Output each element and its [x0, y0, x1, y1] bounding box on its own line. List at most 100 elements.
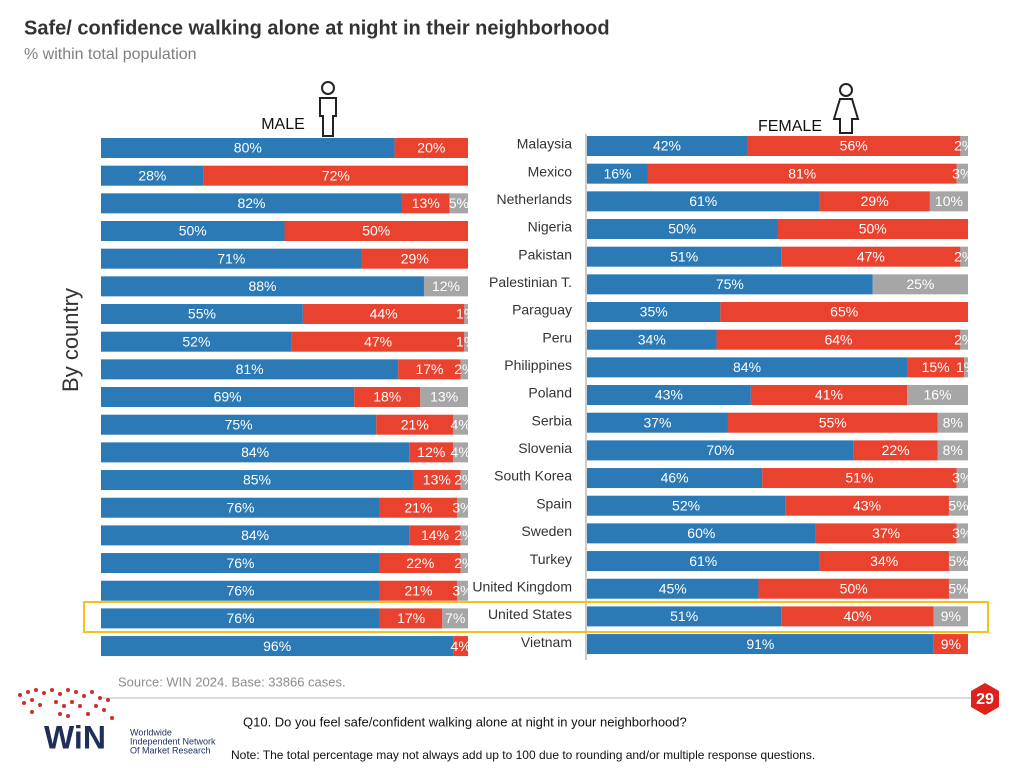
value-label: 82%: [237, 195, 265, 211]
value-label: 40%: [843, 608, 871, 624]
category-label: United Kingdom: [472, 578, 572, 594]
category-label: Paraguay: [512, 302, 572, 318]
category-label: Spain: [536, 495, 572, 511]
bar-segment: [956, 523, 968, 544]
value-label: 15%: [922, 359, 950, 375]
value-label: 16%: [924, 387, 952, 403]
value-label: 69%: [214, 389, 242, 405]
bar-segment: [587, 578, 759, 599]
bar-segment: [587, 385, 751, 406]
chart: 80% 20% 28% 72% 82% 13% 5% 50% 50% 71% 29% 88% 12% 55…: [101, 138, 476, 657]
bar-segment: [379, 580, 457, 601]
bar-segment: [647, 163, 957, 184]
value-label: 2%: [454, 472, 474, 488]
bar-segment: [819, 551, 949, 572]
bar-segment: [379, 553, 461, 574]
bar-segment: [948, 578, 968, 599]
bar-segment: [587, 412, 728, 433]
value-label: 84%: [733, 359, 761, 375]
bar-segment: [587, 468, 763, 489]
category-label: Sweden: [521, 523, 572, 539]
value-label: 4%: [451, 416, 471, 432]
bar-segment: [420, 387, 468, 408]
value-label: 81%: [236, 361, 264, 377]
value-label: 1%: [456, 306, 476, 322]
logo-mark: WiN: [44, 719, 106, 755]
category-label: Serbia: [532, 412, 573, 428]
bar-segment: [101, 525, 410, 546]
bar-segment: [964, 357, 968, 378]
value-label: 34%: [638, 331, 666, 347]
bar-segment: [101, 193, 402, 214]
logo-text: Independent Network: [130, 736, 216, 746]
value-label: 47%: [364, 333, 392, 349]
value-label: 84%: [241, 527, 269, 543]
value-label: 60%: [687, 525, 715, 541]
value-label: 51%: [670, 248, 698, 264]
bar-segment: [587, 329, 717, 350]
value-label: 22%: [882, 442, 910, 458]
value-label: 50%: [179, 223, 207, 239]
value-label: 61%: [689, 553, 717, 569]
value-label: 25%: [906, 276, 934, 292]
bar-segment: [101, 359, 399, 380]
value-label: 76%: [226, 610, 254, 626]
bar-segment: [284, 221, 468, 242]
bar-segment: [460, 470, 468, 491]
bar-segment: [453, 442, 468, 463]
bar-segment: [956, 468, 968, 489]
bar-segment: [464, 304, 468, 325]
value-label: 51%: [845, 470, 873, 486]
bar-segment: [937, 412, 968, 433]
value-label: 17%: [415, 361, 443, 377]
value-label: 2%: [954, 138, 974, 154]
value-label: 8%: [943, 414, 963, 430]
value-label: 8%: [943, 442, 963, 458]
bar-segment: [101, 470, 413, 491]
value-label: 76%: [226, 582, 254, 598]
value-label: 80%: [234, 140, 262, 156]
bar-segment: [587, 634, 934, 655]
bar-segment: [777, 219, 968, 240]
bar-segment: [587, 219, 778, 240]
bar-segment: [101, 580, 380, 601]
value-label: 1%: [956, 359, 976, 375]
logo: WiN Worldwide Independent Network Of Mar…: [18, 688, 216, 755]
value-label: 3%: [452, 582, 472, 598]
bar-segment: [907, 385, 968, 406]
category-label: United States: [488, 606, 572, 622]
category-label: Pakistan: [518, 246, 572, 262]
value-label: 2%: [454, 555, 474, 571]
bar-segment: [101, 248, 362, 269]
title: Safe/ confidence walking alone at night …: [24, 17, 610, 39]
bar-segment: [101, 414, 377, 435]
bar-segment: [716, 329, 961, 350]
bar-segment: [101, 608, 380, 629]
bar-segment: [464, 331, 468, 352]
value-label: 64%: [824, 331, 852, 347]
bar-segment: [101, 304, 303, 325]
value-label: 50%: [859, 221, 887, 237]
bar-segment: [398, 359, 461, 380]
value-label: 44%: [370, 306, 398, 322]
value-label: 85%: [243, 472, 271, 488]
value-label: 37%: [643, 414, 671, 430]
value-label: 3%: [952, 525, 972, 541]
value-label: 75%: [716, 276, 744, 292]
bar-segment: [456, 497, 468, 518]
bar-segment: [587, 163, 648, 184]
value-label: 2%: [454, 361, 474, 377]
bar-segment: [379, 608, 443, 629]
value-label: 50%: [840, 580, 868, 596]
value-label: 42%: [653, 138, 681, 154]
bar-segment: [449, 193, 468, 214]
category-label: Malaysia: [517, 136, 572, 152]
category-label: Poland: [528, 385, 572, 401]
bar-segment: [720, 302, 968, 323]
value-label: 5%: [449, 195, 469, 211]
category-label: Philippines: [504, 357, 572, 373]
value-label: 9%: [941, 636, 961, 652]
bar-segment: [948, 495, 968, 516]
bar-segment: [587, 136, 748, 156]
